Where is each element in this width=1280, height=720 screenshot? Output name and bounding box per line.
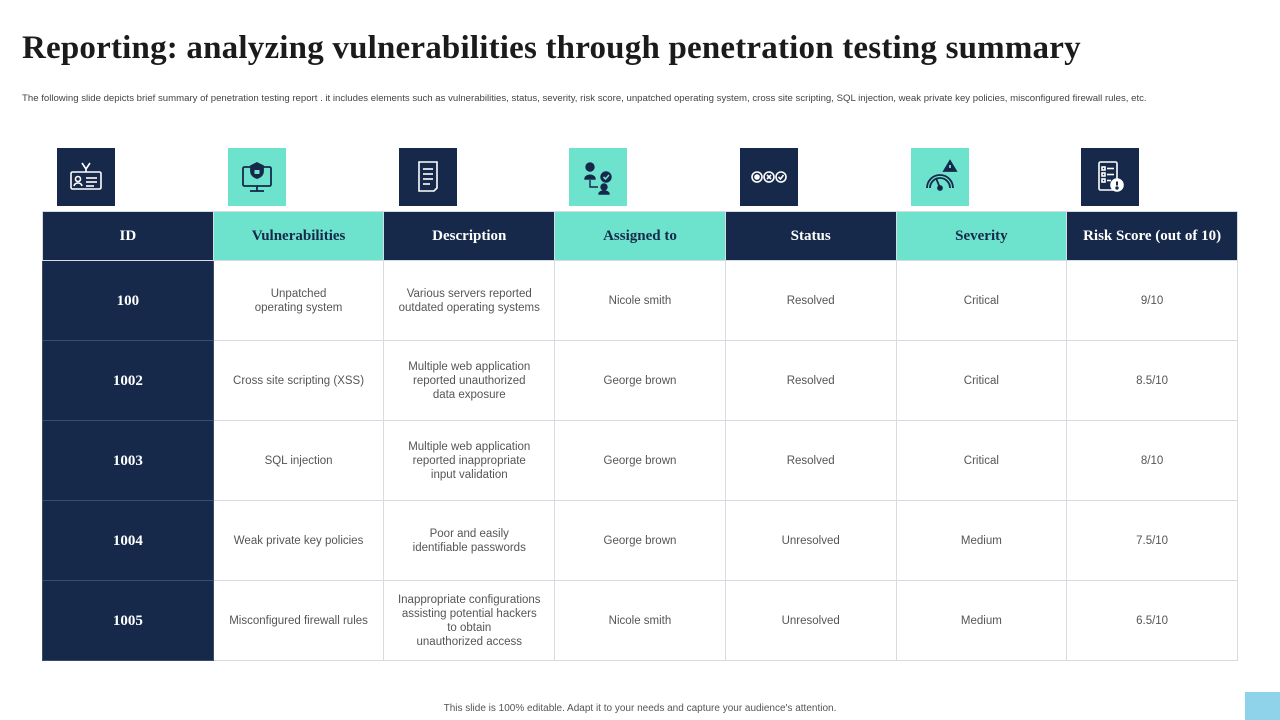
header-status: Status [724,211,897,261]
cell-description: Multiple web application reported unautho… [383,340,556,421]
header-vulnerabilities: Vulnerabilities [212,211,385,261]
id-card-icon [57,148,115,206]
table-row: 1003 SQL injection Multiple web applicatio… [42,420,1238,501]
cell-vulnerability: Misconfigured firewall rules [212,580,385,661]
monitor-lock-icon [228,148,286,206]
header-description: Description [383,211,556,261]
cell-severity: Medium [895,580,1068,661]
cell-severity: Medium [895,500,1068,581]
footer-note: This slide is 100% editable. Adapt it to… [443,703,837,714]
cell-assigned-to: George brown [554,420,726,501]
cell-status: Resolved [724,260,897,341]
document-icon [399,148,457,206]
cell-assigned-to: Nicole smith [554,260,726,341]
cell-id: 1004 [42,500,214,581]
cell-severity: Critical [895,260,1068,341]
cell-status: Unresolved [724,580,897,661]
cell-vulnerability: Cross site scripting (XSS) [212,340,385,421]
table-body: 100 Unpatched operating system Various serv… [42,260,1238,661]
cell-description: Various servers reported outdated operati… [383,260,556,341]
table-row: 100 Unpatched operating system Various serv… [42,260,1238,341]
header-assigned-to: Assigned to [554,211,726,261]
cell-risk-score: 6.5/10 [1066,580,1238,661]
cell-description: Multiple web application reported inappro… [383,420,556,501]
cell-id: 1005 [42,580,214,661]
cell-id: 1003 [42,420,214,501]
cell-risk-score: 7.5/10 [1066,500,1238,581]
cell-risk-score: 8.5/10 [1066,340,1238,421]
cell-vulnerability: SQL injection [212,420,385,501]
cell-severity: Critical [895,340,1068,421]
cell-status: Resolved [724,340,897,421]
cell-risk-score: 9/10 [1066,260,1238,341]
corner-accent [1245,692,1280,720]
cell-vulnerability: Unpatched operating system [212,260,385,341]
icon-row [42,148,1238,206]
vulnerability-table: ID Vulnerabilities Description Assigned … [42,211,1238,661]
page-title: Reporting: analyzing vulnerabilities thr… [22,30,1081,66]
header-severity: Severity [895,211,1068,261]
header-id: ID [42,211,214,261]
cell-assigned-to: Nicole smith [554,580,726,661]
header-risk-score: Risk Score (out of 10) [1066,211,1238,261]
cell-severity: Critical [895,420,1068,501]
cell-status: Unresolved [724,500,897,581]
cell-assigned-to: George brown [554,340,726,421]
page-subtitle: The following slide depicts brief summar… [22,93,1147,104]
cell-id: 1002 [42,340,214,421]
user-assign-icon [569,148,627,206]
table-header-row: ID Vulnerabilities Description Assigned … [42,211,1238,261]
cell-description: Poor and easily identifiable passwords [383,500,556,581]
checklist-alert-icon [1081,148,1139,206]
cell-status: Resolved [724,420,897,501]
table-row: 1004 Weak private key policies Poor and ea… [42,500,1238,581]
table-row: 1005 Misconfigured firewall rules Inapprop… [42,580,1238,661]
cell-assigned-to: George brown [554,500,726,581]
cell-vulnerability: Weak private key policies [212,500,385,581]
gauge-alert-icon [911,148,969,206]
cell-risk-score: 8/10 [1066,420,1238,501]
table-row: 1002 Cross site scripting (XSS) Multiple w… [42,340,1238,421]
cell-id: 100 [42,260,214,341]
cell-description: Inappropriate configurations assisting po… [383,580,556,661]
status-icons-icon [740,148,798,206]
